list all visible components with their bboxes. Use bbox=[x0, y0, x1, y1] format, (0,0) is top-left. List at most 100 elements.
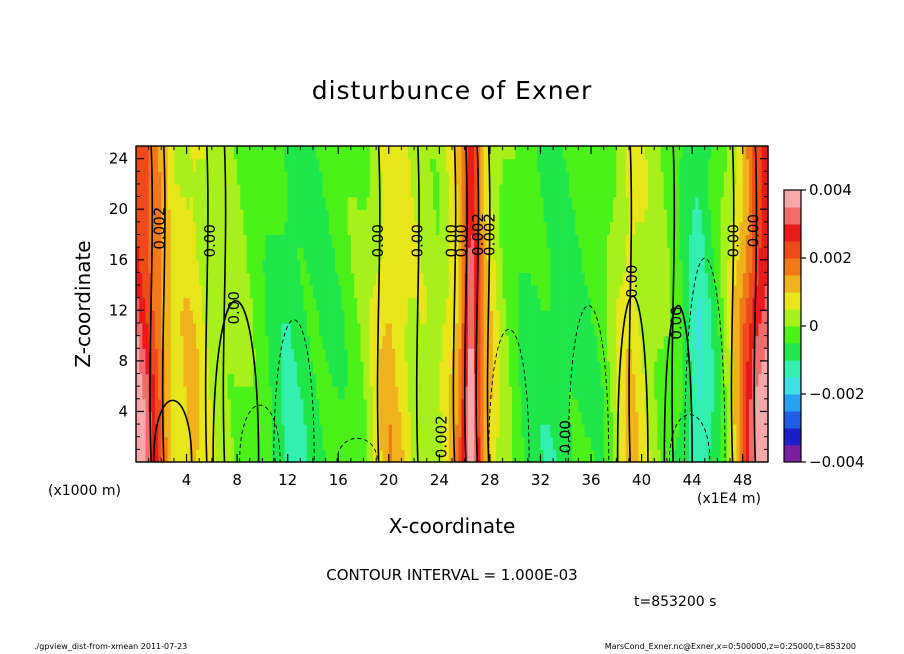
field-cell bbox=[376, 259, 380, 273]
field-cell bbox=[215, 183, 219, 198]
field-cell bbox=[559, 348, 564, 362]
field-cell bbox=[145, 310, 150, 324]
field-cell bbox=[158, 449, 162, 463]
field-cell bbox=[243, 259, 248, 273]
field-cell bbox=[398, 158, 403, 172]
field-cell bbox=[319, 183, 324, 198]
field-cell bbox=[385, 183, 390, 198]
field-cell bbox=[230, 285, 235, 299]
field-cell bbox=[347, 322, 352, 337]
field-cell bbox=[173, 373, 178, 387]
field-cell bbox=[632, 411, 636, 425]
field-cell bbox=[685, 272, 690, 286]
field-cell bbox=[489, 348, 494, 362]
field-cell bbox=[183, 411, 188, 425]
field-cell bbox=[382, 272, 387, 286]
field-cell bbox=[173, 259, 178, 273]
field-cell bbox=[723, 360, 728, 375]
field-cell bbox=[458, 259, 463, 273]
field-cell bbox=[502, 146, 507, 160]
field-cell bbox=[660, 297, 665, 311]
field-cell bbox=[480, 272, 485, 286]
field-cell bbox=[534, 360, 538, 375]
field-cell bbox=[477, 285, 482, 299]
field-cell bbox=[581, 322, 586, 337]
field-cell bbox=[233, 322, 238, 337]
field-cell bbox=[139, 272, 143, 286]
field-cell bbox=[271, 373, 276, 387]
field-cell bbox=[398, 386, 403, 400]
field-cell bbox=[512, 196, 516, 210]
field-cell bbox=[698, 436, 703, 450]
field-cell bbox=[755, 158, 760, 172]
field-cell bbox=[357, 196, 361, 210]
field-cell bbox=[290, 322, 295, 337]
field-cell bbox=[704, 209, 709, 223]
field-cell bbox=[568, 348, 573, 362]
field-cell bbox=[695, 259, 700, 273]
field-cell bbox=[749, 373, 753, 387]
field-cell bbox=[540, 411, 545, 425]
field-cell bbox=[429, 183, 434, 198]
field-cell bbox=[477, 335, 482, 349]
field-cell bbox=[436, 234, 440, 248]
field-cell bbox=[559, 424, 564, 438]
field-cell bbox=[467, 335, 472, 349]
field-cell bbox=[139, 360, 143, 375]
field-cell bbox=[224, 259, 229, 273]
field-cell bbox=[290, 146, 295, 160]
field-cell bbox=[417, 411, 421, 425]
field-cell bbox=[508, 386, 513, 400]
field-cell bbox=[660, 373, 665, 387]
field-cell bbox=[452, 209, 456, 223]
field-cell bbox=[281, 158, 286, 172]
field-cell bbox=[252, 272, 257, 286]
field-cell bbox=[211, 209, 216, 223]
field-cell bbox=[414, 449, 418, 463]
field-cell bbox=[622, 221, 627, 236]
field-cell bbox=[749, 335, 753, 349]
field-cell bbox=[290, 411, 295, 425]
field-cell bbox=[549, 234, 554, 248]
field-cell bbox=[591, 322, 595, 337]
field-cell bbox=[335, 424, 339, 438]
field-cell bbox=[543, 259, 548, 273]
field-cell bbox=[499, 297, 504, 311]
field-cell bbox=[622, 285, 627, 299]
field-cell bbox=[420, 285, 425, 299]
field-cell bbox=[186, 386, 191, 400]
field-cell bbox=[395, 335, 399, 349]
field-cell bbox=[733, 411, 737, 425]
field-cell bbox=[360, 272, 365, 286]
field-cell bbox=[139, 259, 143, 273]
field-cell bbox=[306, 424, 311, 438]
field-cell bbox=[382, 322, 387, 337]
field-cell bbox=[401, 386, 406, 400]
field-cell bbox=[553, 234, 557, 248]
field-cell bbox=[707, 310, 712, 324]
field-cell bbox=[199, 310, 203, 324]
field-cell bbox=[455, 234, 459, 248]
field-cell bbox=[559, 158, 564, 172]
field-cell bbox=[300, 259, 305, 273]
field-cell bbox=[742, 247, 747, 261]
field-cell bbox=[297, 436, 301, 450]
field-cell bbox=[521, 234, 526, 248]
field-cell bbox=[682, 449, 687, 463]
field-cell bbox=[638, 183, 643, 198]
field-cell bbox=[357, 449, 361, 463]
field-cell bbox=[350, 183, 355, 198]
field-cell bbox=[578, 373, 583, 387]
field-cell bbox=[300, 386, 305, 400]
field-cell bbox=[701, 285, 706, 299]
field-cell bbox=[730, 146, 734, 160]
field-cell bbox=[758, 360, 763, 375]
field-cell bbox=[600, 322, 605, 337]
field-cell bbox=[524, 360, 529, 375]
field-cell bbox=[600, 285, 605, 299]
field-cell bbox=[344, 146, 349, 160]
field-cell bbox=[338, 297, 342, 311]
field-cell bbox=[679, 272, 684, 286]
field-cell bbox=[736, 221, 741, 236]
field-cell bbox=[689, 234, 693, 248]
